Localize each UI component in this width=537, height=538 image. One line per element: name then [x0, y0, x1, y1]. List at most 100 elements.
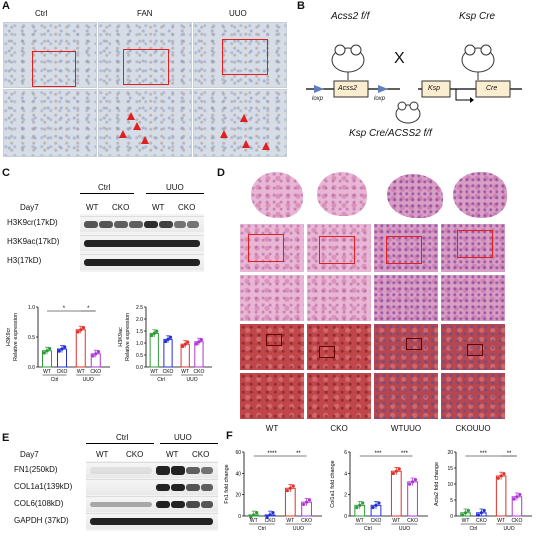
category-label: CKO [301, 518, 312, 524]
e-lane-cko2: CKO [192, 450, 210, 459]
y-tick-label: 60 [235, 450, 241, 456]
category-label: WT [250, 518, 258, 524]
ihc-ctrl-low [3, 22, 97, 88]
d-col-cko: CKO [330, 424, 348, 433]
data-point [183, 342, 187, 346]
panel-b-label: B [297, 0, 305, 12]
group-label: UUO [399, 526, 410, 532]
e-row-fn1: FN1(250kD) [14, 465, 58, 474]
y-tick-label: 2 [344, 493, 347, 499]
kidney-section-ckouuo [453, 172, 507, 218]
y-tick-label: 2.0 [136, 317, 143, 323]
cross-symbol: X [394, 50, 405, 67]
data-point [479, 511, 483, 515]
category-label: WT [181, 369, 189, 375]
sig-label: ** [296, 451, 301, 457]
sig-label: **** [267, 451, 277, 457]
y-tick-label: 10 [447, 482, 453, 488]
data-point [515, 495, 519, 499]
data-point [463, 511, 468, 515]
c-group-line [146, 193, 204, 194]
e-row-col6: COL6(108kD) [14, 499, 64, 508]
kidney-section-wt [251, 172, 303, 218]
c-day-label: Day7 [20, 203, 39, 212]
chart-acta2: 0 5 10 15 20 Acta2 fold change WT CKO WT CKO Ctrl U… [434, 450, 532, 532]
y-tick-label: 20 [447, 450, 453, 456]
category-label: WT [77, 369, 85, 375]
data-point [466, 508, 470, 513]
data-point [181, 344, 185, 348]
data-point [361, 501, 365, 505]
category-label: CKO [265, 518, 276, 524]
blot-strip-h3k9cr [80, 216, 204, 232]
kidney-section-cko [317, 172, 367, 216]
e-group-ctrl: Ctrl [116, 433, 129, 442]
category-label: CKO [407, 518, 418, 524]
he-wt-high [240, 275, 304, 321]
e-row-col1a1: COL1a1(139kD) [14, 482, 73, 491]
panel-a-label: A [2, 0, 10, 12]
sig-label: * [87, 306, 90, 312]
chart-fn1: 0 20 40 60 Fn1 fold change WT CKO WT CKO Ctrl UUO *… [224, 450, 322, 532]
blot-strip-h3 [80, 254, 204, 270]
data-point [48, 347, 52, 351]
group-label: Ctrl [364, 526, 372, 532]
blot-strip-fn1 [86, 462, 218, 478]
c-blot [80, 214, 204, 272]
data-point [42, 351, 46, 355]
data-point [152, 331, 156, 335]
ihc-uuo-low [193, 22, 287, 88]
y-tick-label: 0.5 [28, 335, 35, 341]
group-label: UUO [503, 526, 514, 532]
e-lane-wt1: WT [96, 450, 109, 459]
e-blot [86, 461, 218, 531]
masson-ckouuo-high [441, 373, 505, 419]
data-point [255, 511, 259, 515]
c-row-h3k9ac: H3K9ac(17kD) [7, 237, 60, 246]
data-point [408, 482, 412, 486]
data-point [413, 477, 418, 482]
y-tick-label: 0.5 [136, 353, 143, 359]
y-tick-label: 1.5 [136, 329, 143, 335]
zoom-box [222, 39, 268, 75]
ihc-fan-high [98, 89, 192, 157]
group-label: Ctrl [258, 526, 266, 532]
data-point [302, 502, 306, 507]
data-point [307, 498, 312, 502]
category-label: CKO [476, 518, 487, 524]
chart-h3k9cr: 0.0 0.5 1.0 H3K9cr Relative expression WT CKO W… [6, 305, 110, 383]
data-point [81, 326, 86, 330]
category-label: WT [462, 518, 470, 524]
data-point [518, 492, 522, 497]
sig-label: ** [507, 451, 512, 457]
bar [407, 481, 418, 517]
masson-ckouuo-low [441, 324, 505, 370]
category-label: CKO [371, 518, 382, 524]
y-tick-label: 0 [344, 514, 347, 520]
data-point [377, 501, 381, 505]
c-lane-cko1: CKO [112, 203, 130, 212]
bar [390, 470, 402, 517]
data-point [45, 349, 49, 353]
c-lane-cko2: CKO [178, 203, 196, 212]
data-point [60, 347, 64, 351]
he-wt-low [240, 224, 304, 272]
category-label: WT [150, 369, 158, 375]
data-point [96, 350, 101, 354]
blot-strip-col1a1 [86, 479, 218, 495]
y-axis-label: H3K9cr [6, 328, 12, 347]
y-tick-label: 0 [238, 514, 241, 520]
data-point [502, 472, 506, 476]
arrowheads [220, 114, 270, 150]
y-tick-label: 4 [344, 471, 347, 477]
bar [284, 487, 296, 517]
data-point [394, 469, 398, 473]
c-lane-wt2: WT [152, 203, 165, 212]
cre-gene-label: Cre [486, 85, 498, 92]
blot-strip-col6 [86, 496, 218, 512]
panel-e-label: E [2, 432, 10, 444]
e-group-line [86, 443, 154, 444]
data-point [199, 338, 204, 342]
data-point [186, 340, 190, 344]
bar [149, 332, 159, 368]
